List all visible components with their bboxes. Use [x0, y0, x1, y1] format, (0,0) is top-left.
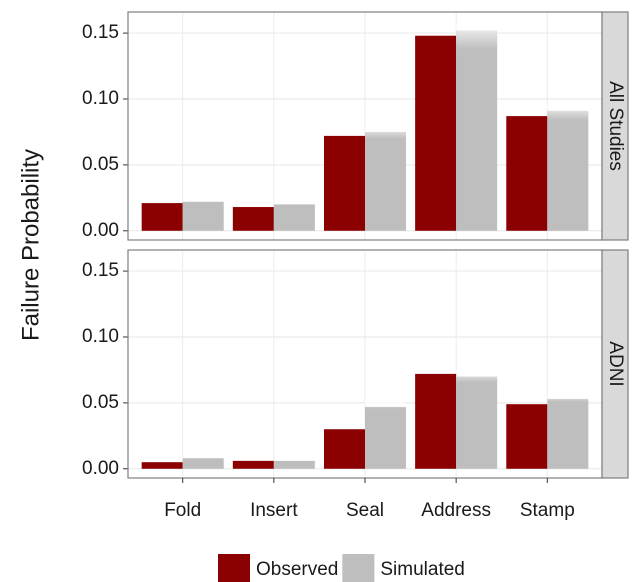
x-tick-label: Insert — [250, 500, 298, 521]
bar-fade — [456, 24, 498, 231]
bar — [323, 429, 365, 469]
y-tick-label: 0.10 — [82, 326, 119, 347]
bar-fade — [182, 195, 224, 231]
bar — [323, 135, 365, 231]
x-tick-label: Stamp — [520, 500, 575, 521]
bar — [415, 35, 457, 231]
x-tick-label: Seal — [346, 500, 384, 521]
y-tick-label: 0.00 — [82, 220, 119, 241]
strip-label: ADNI — [605, 341, 626, 386]
bar-fade — [547, 104, 589, 231]
legend-swatch — [218, 554, 250, 582]
bar — [415, 373, 457, 469]
y-tick-label: 0.15 — [82, 260, 119, 281]
y-tick-label: 0.00 — [82, 458, 119, 479]
bar-fade — [365, 125, 407, 231]
bar-fade — [365, 400, 407, 469]
strip-label: All Studies — [605, 81, 626, 171]
bar-fade — [273, 454, 315, 469]
y-tick-label: 0.05 — [82, 392, 119, 413]
x-tick-label: Address — [421, 500, 491, 521]
strip — [601, 249, 629, 479]
bar — [232, 207, 274, 231]
legend-label: Simulated — [380, 559, 465, 580]
bar-fade — [547, 392, 589, 469]
bar — [506, 404, 548, 469]
y-tick-label: 0.05 — [82, 154, 119, 175]
bar-fade — [182, 452, 224, 469]
y-tick-label: 0.10 — [82, 88, 119, 109]
legend-swatch — [342, 554, 375, 582]
bar — [506, 116, 548, 231]
y-axis-label: Failure Probability — [17, 149, 44, 341]
bar — [141, 462, 183, 469]
bar-fade — [456, 370, 498, 469]
bar-fade — [273, 198, 315, 231]
y-tick-label: 0.15 — [82, 22, 119, 43]
bar — [141, 203, 183, 231]
legend-label: Observed — [256, 559, 338, 580]
bar — [232, 460, 274, 469]
strip — [601, 11, 629, 241]
x-tick-label: Fold — [164, 500, 201, 521]
